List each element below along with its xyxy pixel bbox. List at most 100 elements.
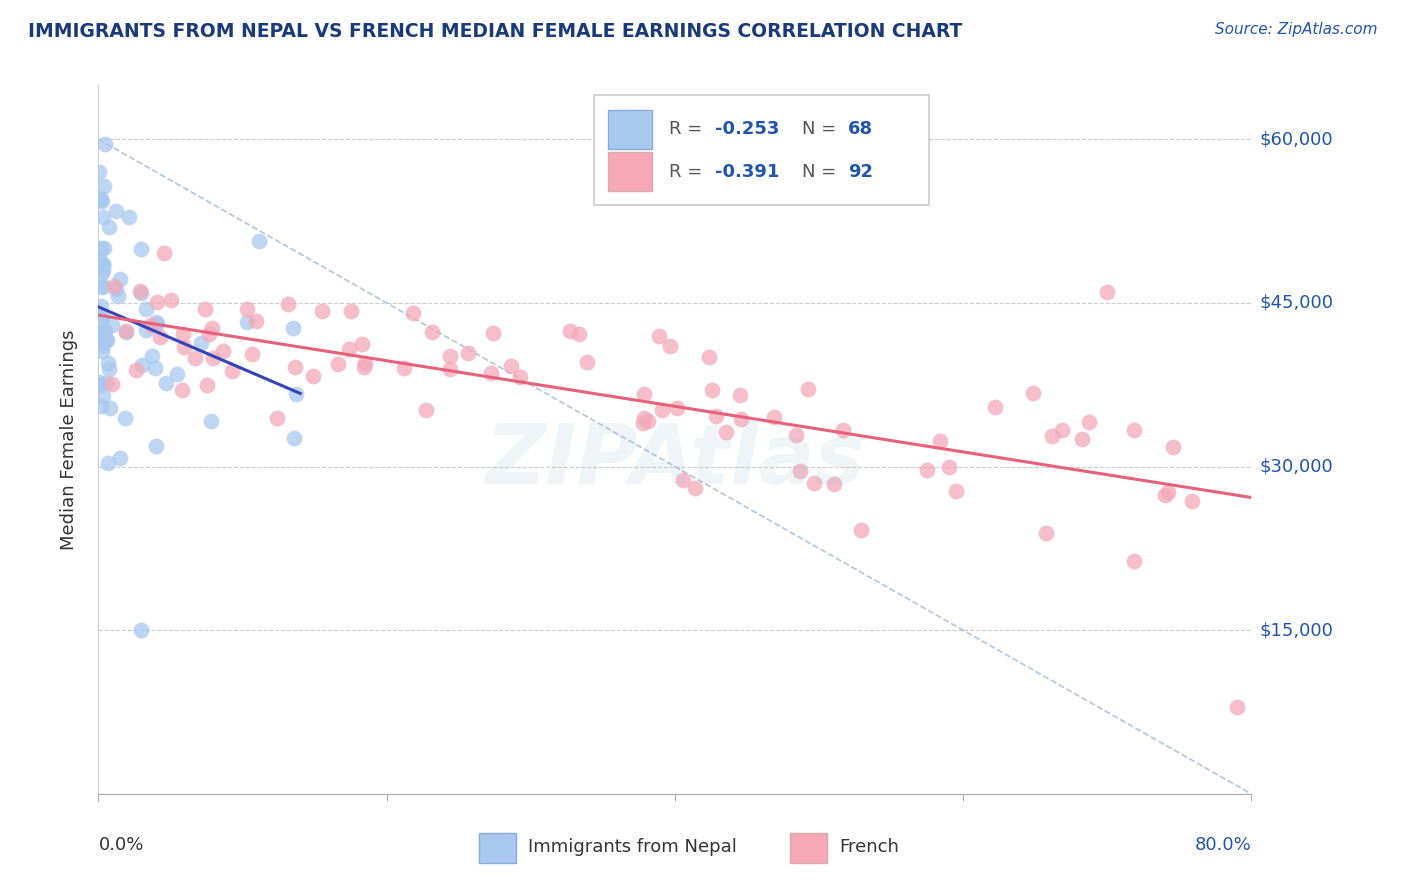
Text: IMMIGRANTS FROM NEPAL VS FRENCH MEDIAN FEMALE EARNINGS CORRELATION CHART: IMMIGRANTS FROM NEPAL VS FRENCH MEDIAN F…: [28, 22, 963, 41]
Point: [108, 450, 131, 465]
Point: [499, 359, 522, 374]
Point: [1040, 429, 1063, 443]
Point: [439, 349, 461, 363]
Point: [131, 624, 153, 638]
Point: [149, 329, 172, 343]
Point: [89, 377, 111, 392]
Point: [93, 389, 115, 403]
Text: 92: 92: [848, 163, 873, 181]
Point: [1022, 386, 1045, 401]
Point: [172, 326, 194, 341]
Point: [789, 464, 811, 478]
Point: [90, 399, 112, 413]
Text: N =: N =: [801, 163, 842, 181]
Point: [101, 377, 124, 392]
Point: [666, 401, 689, 416]
Point: [633, 417, 655, 431]
Point: [89, 258, 111, 272]
Point: [145, 315, 167, 329]
Point: [93, 338, 115, 352]
Point: [91, 263, 114, 277]
Point: [659, 339, 682, 353]
Point: [716, 425, 738, 439]
Point: [89, 165, 111, 179]
Point: [938, 460, 960, 475]
Point: [98, 219, 121, 234]
Point: [633, 411, 655, 425]
Point: [152, 245, 174, 260]
Point: [96, 333, 118, 347]
Point: [170, 383, 193, 397]
Point: [762, 410, 785, 425]
Point: [236, 314, 259, 328]
Point: [115, 325, 138, 339]
Point: [114, 324, 136, 338]
Point: [281, 321, 304, 335]
Point: [198, 327, 221, 342]
Point: [929, 434, 952, 448]
Point: [93, 241, 115, 255]
Point: [457, 346, 479, 360]
Point: [91, 334, 114, 349]
Point: [90, 312, 112, 326]
Text: R =: R =: [669, 163, 709, 181]
Point: [155, 376, 177, 390]
Point: [145, 294, 167, 309]
Point: [700, 383, 723, 397]
Point: [479, 366, 502, 380]
Point: [107, 289, 129, 303]
Point: [1070, 432, 1092, 446]
Text: $30,000: $30,000: [1260, 458, 1333, 475]
Text: -0.391: -0.391: [716, 163, 779, 181]
Point: [785, 427, 807, 442]
Point: [93, 179, 115, 194]
Point: [415, 403, 437, 417]
Point: [135, 323, 157, 337]
Point: [190, 335, 212, 350]
Point: [337, 342, 360, 356]
Text: N =: N =: [801, 120, 842, 138]
Point: [103, 279, 125, 293]
Bar: [607, 153, 652, 192]
Point: [98, 362, 121, 376]
Point: [284, 387, 307, 401]
Point: [1097, 285, 1119, 299]
Point: [235, 302, 257, 317]
Point: [108, 272, 131, 286]
Point: [301, 369, 323, 384]
Point: [202, 351, 225, 366]
Text: $45,000: $45,000: [1260, 294, 1334, 312]
Point: [89, 375, 111, 389]
Point: [89, 328, 111, 343]
Point: [568, 327, 591, 342]
Point: [200, 414, 222, 428]
Point: [803, 476, 825, 491]
Point: [245, 314, 267, 328]
Point: [212, 344, 235, 359]
Point: [90, 300, 112, 314]
Point: [128, 284, 150, 298]
Point: [90, 266, 112, 280]
Point: [90, 194, 112, 208]
Text: French: French: [839, 838, 900, 856]
Text: Source: ZipAtlas.com: Source: ZipAtlas.com: [1215, 22, 1378, 37]
Point: [730, 412, 752, 426]
Point: [1153, 488, 1175, 502]
Point: [683, 481, 706, 495]
Point: [482, 326, 505, 341]
Point: [637, 414, 659, 428]
Text: R =: R =: [669, 120, 709, 138]
Point: [91, 325, 114, 339]
Point: [135, 302, 157, 317]
Point: [697, 350, 720, 364]
Point: [402, 306, 425, 320]
Point: [915, 463, 938, 477]
Point: [1122, 423, 1144, 437]
Point: [90, 279, 112, 293]
Point: [104, 282, 127, 296]
Point: [439, 362, 461, 376]
Point: [91, 210, 114, 224]
Point: [221, 364, 243, 378]
Point: [90, 309, 112, 323]
Point: [94, 376, 117, 390]
